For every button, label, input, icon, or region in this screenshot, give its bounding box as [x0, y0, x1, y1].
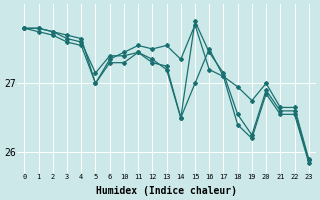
X-axis label: Humidex (Indice chaleur): Humidex (Indice chaleur) — [96, 186, 237, 196]
